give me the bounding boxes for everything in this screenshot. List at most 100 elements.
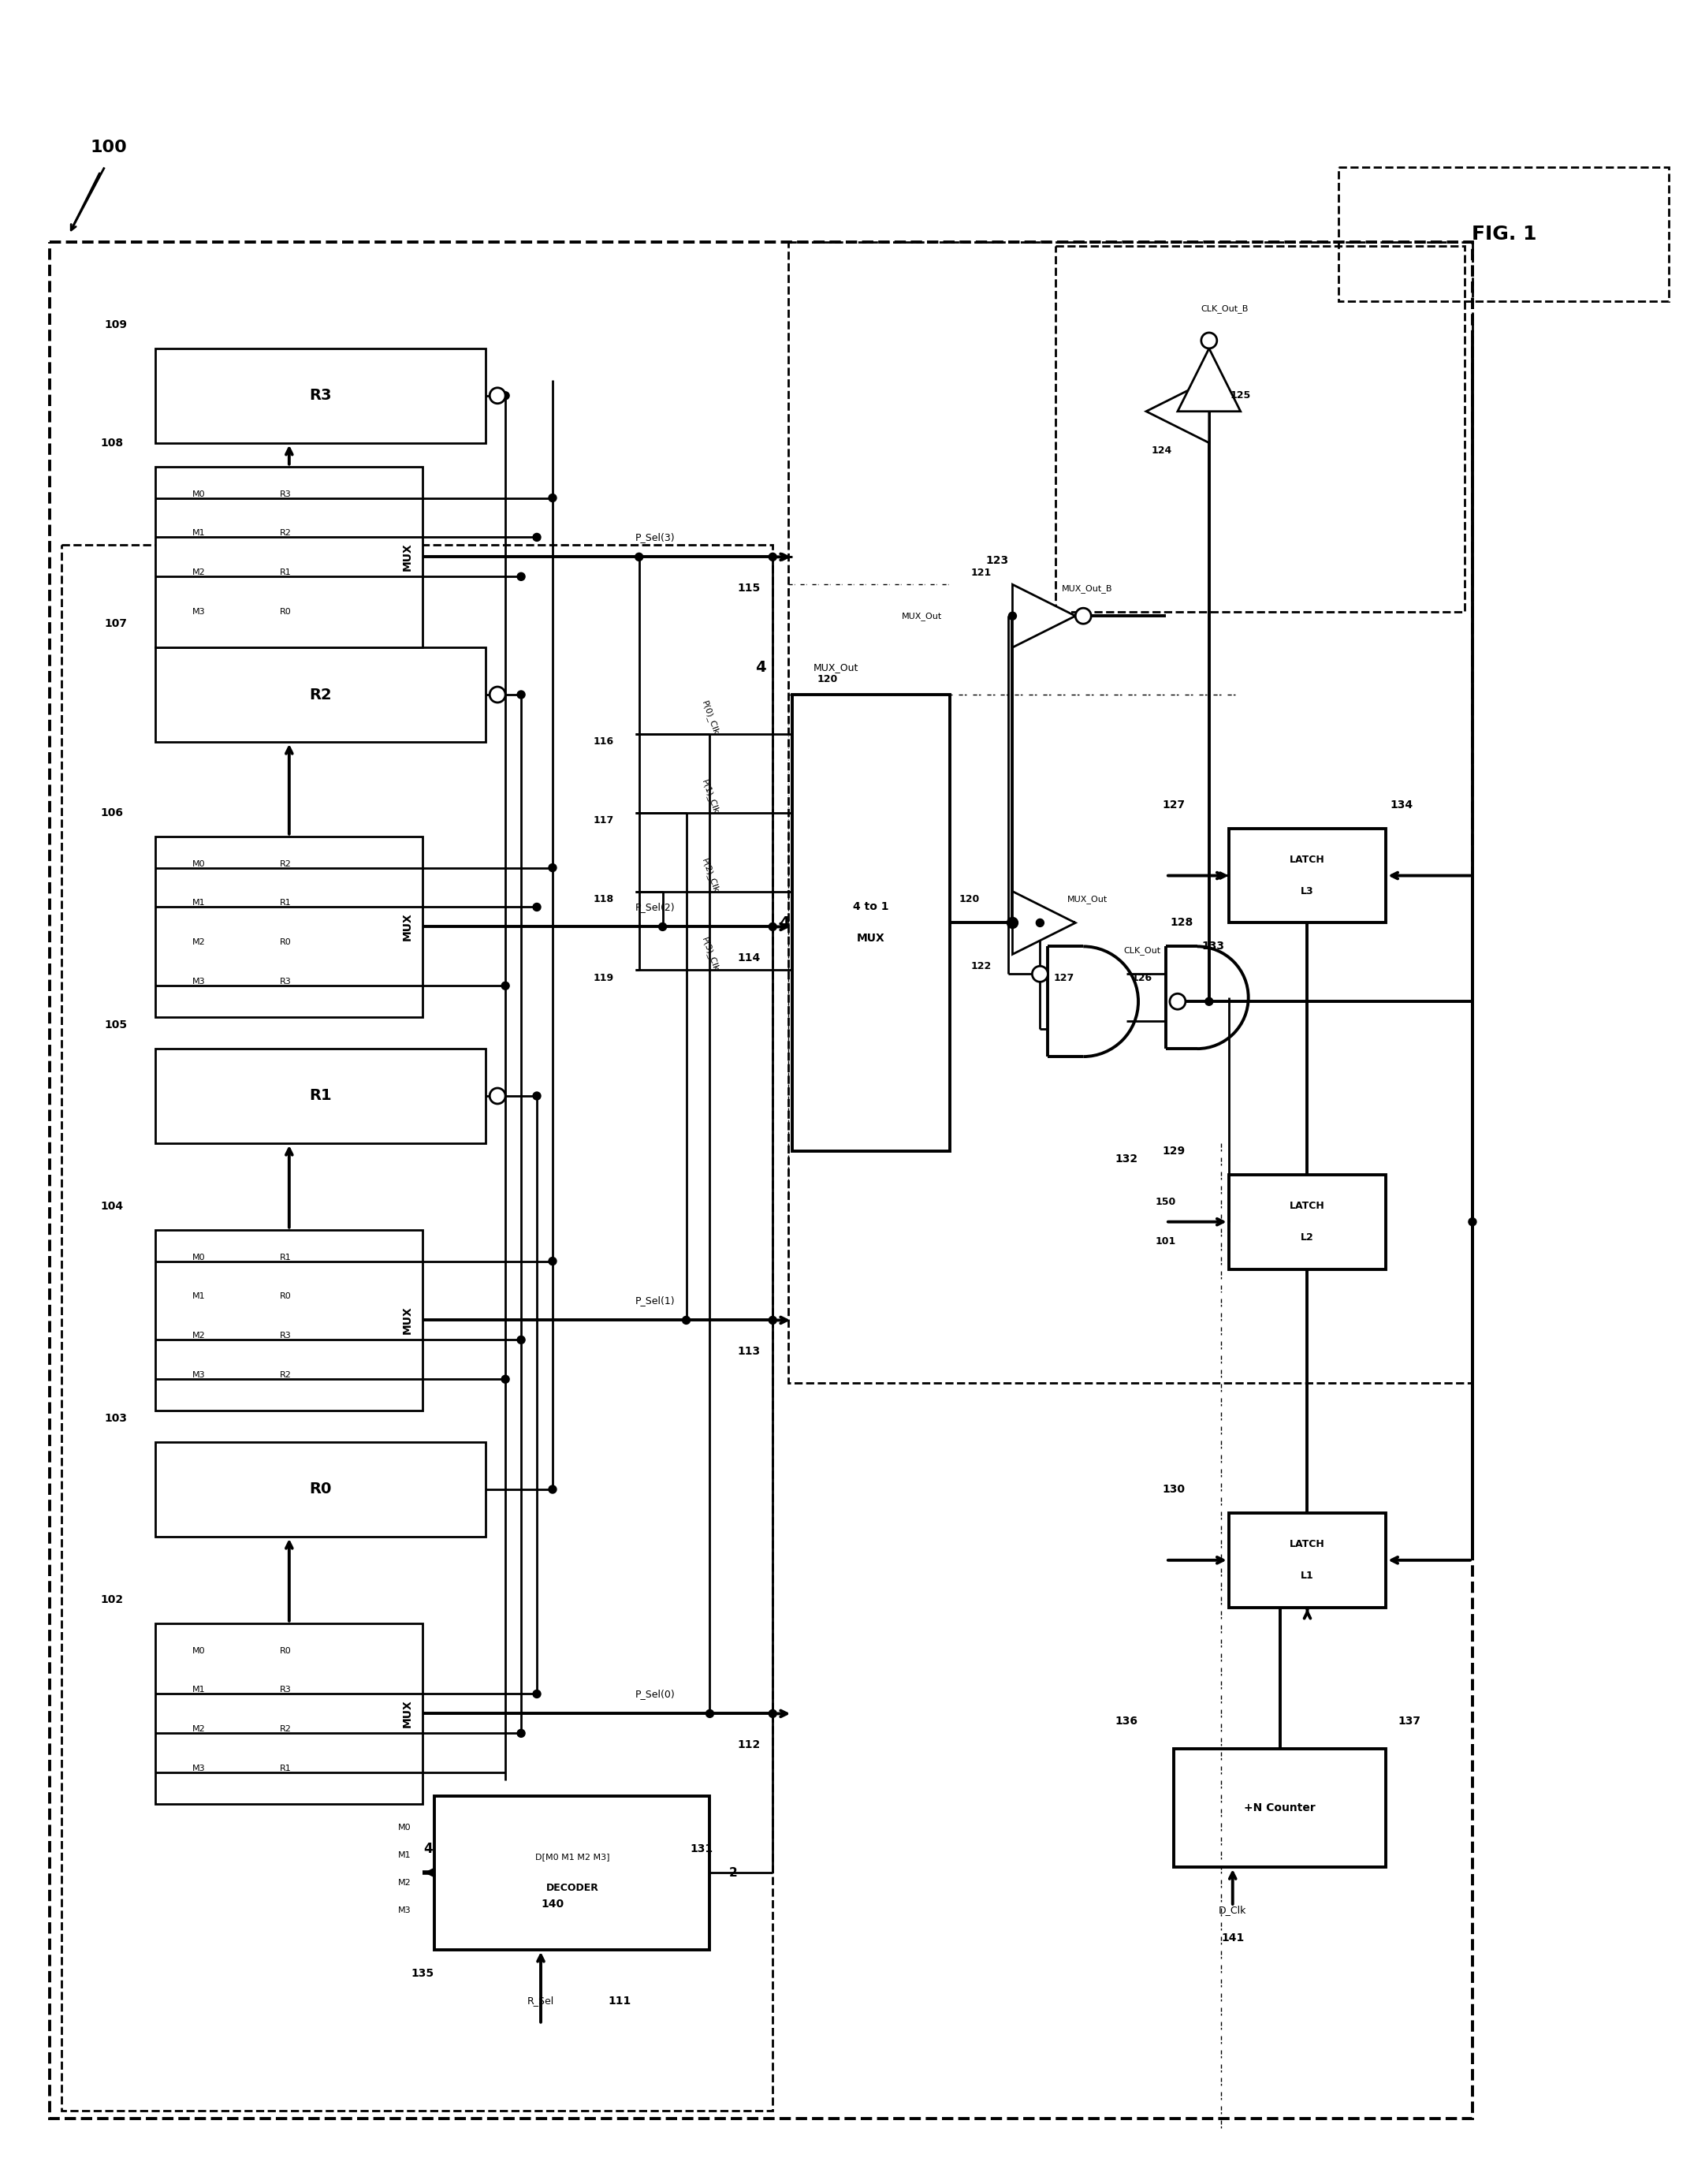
Circle shape — [517, 1337, 525, 1343]
Text: 109: 109 — [105, 319, 127, 330]
Text: R2: R2 — [280, 1372, 291, 1380]
Text: MUX: MUX — [401, 544, 413, 570]
Text: D[M0 M1 M2 M3]: D[M0 M1 M2 M3] — [535, 1852, 610, 1861]
Text: MUX_Out: MUX_Out — [901, 612, 942, 620]
Circle shape — [1201, 332, 1216, 349]
Text: M3: M3 — [191, 1372, 205, 1380]
Text: R1: R1 — [280, 900, 291, 906]
Text: M2: M2 — [191, 1332, 205, 1339]
Bar — [1055, 247, 1465, 612]
Text: R2: R2 — [310, 688, 332, 701]
Bar — [156, 467, 424, 646]
Bar — [156, 1441, 486, 1538]
Bar — [793, 695, 950, 1151]
Text: R2: R2 — [280, 1725, 291, 1734]
Polygon shape — [1013, 585, 1076, 646]
Circle shape — [490, 686, 505, 703]
Bar — [156, 836, 424, 1018]
Circle shape — [683, 1317, 689, 1324]
Bar — [156, 1623, 424, 1804]
Bar — [49, 242, 1472, 2118]
Circle shape — [517, 572, 525, 581]
Text: P(0)_Clk: P(0)_Clk — [700, 699, 720, 736]
Circle shape — [769, 1317, 776, 1324]
Text: 121: 121 — [971, 568, 991, 579]
Text: R3: R3 — [280, 1686, 291, 1695]
Text: 4: 4 — [779, 915, 789, 930]
Text: R0: R0 — [280, 939, 291, 946]
Text: 108: 108 — [100, 437, 124, 448]
Text: 118: 118 — [593, 893, 613, 904]
Text: P_Sel(2): P_Sel(2) — [635, 902, 674, 913]
Text: M2: M2 — [398, 1878, 412, 1887]
Circle shape — [534, 1092, 540, 1101]
Text: 122: 122 — [971, 961, 991, 972]
Circle shape — [549, 494, 557, 502]
Circle shape — [1469, 1219, 1477, 1225]
Polygon shape — [1013, 891, 1076, 954]
Bar — [1228, 1514, 1386, 1607]
Bar — [156, 1230, 424, 1411]
Bar — [156, 646, 486, 743]
Text: MUX_Out: MUX_Out — [813, 662, 859, 673]
Circle shape — [534, 533, 540, 542]
Text: 120: 120 — [959, 893, 979, 904]
Circle shape — [517, 1730, 525, 1736]
Bar — [1228, 828, 1386, 924]
Polygon shape — [1177, 349, 1240, 411]
Text: CLK_Out: CLK_Out — [1123, 946, 1160, 954]
Text: R1: R1 — [310, 1088, 332, 1103]
Text: L3: L3 — [1301, 887, 1315, 895]
Circle shape — [769, 924, 776, 930]
Text: 134: 134 — [1391, 799, 1413, 810]
Text: 103: 103 — [105, 1413, 127, 1424]
Text: MUX_Out: MUX_Out — [1067, 895, 1108, 904]
Text: P_Sel(3): P_Sel(3) — [635, 533, 674, 542]
Text: R3: R3 — [280, 978, 291, 985]
Text: MUX: MUX — [401, 1699, 413, 1728]
Text: 114: 114 — [737, 952, 761, 963]
Text: R3: R3 — [280, 1332, 291, 1339]
Text: LATCH: LATCH — [1289, 1540, 1325, 1551]
Text: 104: 104 — [100, 1201, 124, 1212]
Text: 106: 106 — [102, 808, 124, 819]
Circle shape — [1037, 919, 1044, 926]
Circle shape — [517, 690, 525, 699]
Text: 131: 131 — [691, 1843, 713, 1854]
Bar — [61, 546, 772, 2112]
Bar — [1174, 1749, 1386, 1867]
Text: M0: M0 — [191, 860, 205, 867]
Circle shape — [1171, 994, 1186, 1009]
Text: 113: 113 — [737, 1345, 761, 1356]
Text: 129: 129 — [1162, 1144, 1186, 1158]
Polygon shape — [1147, 380, 1210, 443]
Text: R1: R1 — [280, 1254, 291, 1260]
Text: R2: R2 — [280, 529, 291, 537]
Text: 132: 132 — [1115, 1153, 1138, 1164]
Circle shape — [635, 553, 644, 561]
Text: M2: M2 — [191, 1725, 205, 1734]
Bar — [435, 1795, 710, 1950]
Text: 137: 137 — [1398, 1717, 1421, 1728]
Text: P(3)_Clk: P(3)_Clk — [700, 937, 720, 972]
Text: 116: 116 — [593, 736, 613, 747]
Text: 112: 112 — [737, 1741, 761, 1752]
Text: 4: 4 — [756, 660, 766, 675]
Bar — [1338, 168, 1669, 301]
Text: R0: R0 — [280, 1293, 291, 1299]
Circle shape — [501, 391, 510, 400]
Circle shape — [1006, 917, 1018, 928]
Bar — [156, 349, 486, 443]
Circle shape — [1008, 612, 1016, 620]
Text: MUX: MUX — [857, 933, 884, 943]
Circle shape — [549, 1485, 557, 1494]
Text: MUX: MUX — [401, 1306, 413, 1334]
Text: L1: L1 — [1301, 1570, 1315, 1581]
Bar — [1228, 1175, 1386, 1269]
Text: M0: M0 — [191, 489, 205, 498]
Bar — [788, 242, 1472, 1382]
Text: M2: M2 — [191, 568, 205, 577]
Text: D_Clk: D_Clk — [1218, 1904, 1247, 1915]
Text: M1: M1 — [191, 900, 205, 906]
Text: 117: 117 — [593, 815, 613, 826]
